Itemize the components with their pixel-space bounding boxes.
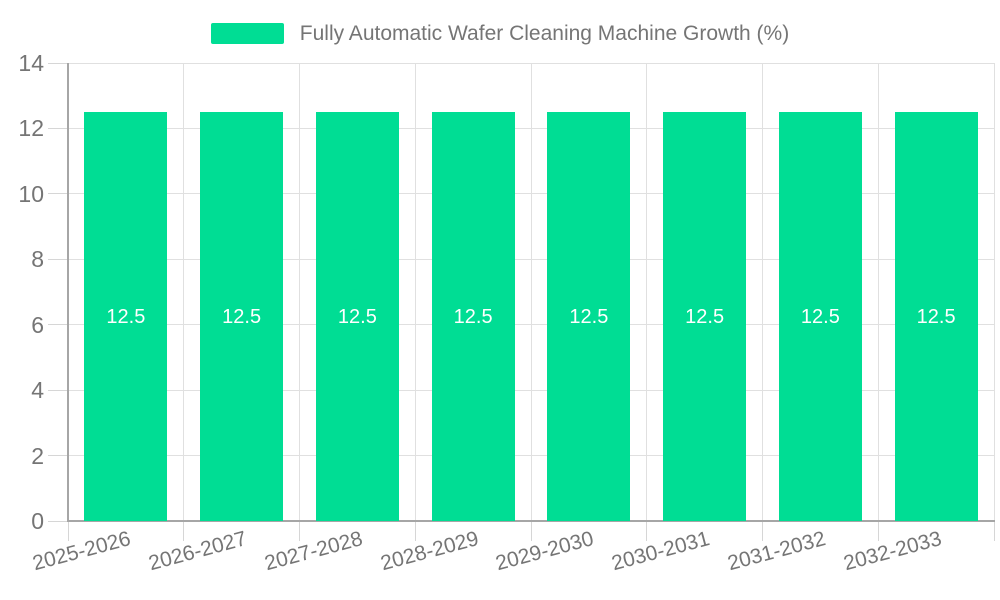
x-tick-label: 2028-2029	[377, 527, 481, 576]
bar	[431, 112, 515, 521]
x-gridline	[183, 63, 185, 521]
legend-swatch	[210, 23, 284, 44]
y-tick-mark	[48, 520, 68, 522]
x-gridline	[530, 63, 532, 521]
x-tick-label: 2029-2030	[493, 527, 597, 576]
bar	[315, 112, 399, 521]
legend-item[interactable]: Fully Automatic Wafer Cleaning Machine G…	[210, 22, 790, 45]
y-tick-mark	[48, 193, 68, 195]
chart-legend: Fully Automatic Wafer Cleaning Machine G…	[0, 23, 1000, 44]
x-tick-label: 2026-2027	[146, 527, 250, 576]
y-tick-label: 4	[31, 377, 44, 404]
bar-value-label: 12.5	[569, 305, 609, 328]
bar	[200, 112, 284, 521]
bar-value-label: 12.5	[106, 305, 146, 328]
y-tick-label: 0	[31, 508, 44, 534]
x-gridline	[877, 63, 879, 521]
y-tick-label: 10	[18, 180, 44, 207]
x-gridline	[993, 63, 995, 521]
y-axis-line	[67, 63, 69, 522]
x-tick-mark	[414, 521, 416, 541]
y-tick-label: 2	[31, 442, 44, 469]
x-tick-label: 2032-2033	[840, 527, 944, 576]
x-gridline	[299, 63, 300, 521]
bar	[547, 112, 631, 521]
x-axis-line	[68, 520, 995, 522]
bar	[894, 112, 978, 521]
bar-value-label: 12.5	[222, 305, 262, 328]
y-tick-mark	[48, 127, 68, 129]
x-tick-mark	[762, 521, 763, 541]
x-gridline	[414, 63, 416, 521]
x-tick-mark	[67, 521, 69, 541]
x-tick-label: 2031-2032	[725, 527, 829, 576]
bar-value-label: 12.5	[685, 305, 725, 328]
y-tick-mark	[48, 324, 68, 326]
bar-value-label: 12.5	[916, 305, 956, 328]
y-tick-label: 6	[31, 311, 44, 338]
y-tick-mark	[48, 258, 68, 260]
y-tick-label: 8	[31, 246, 44, 273]
legend-label: Fully Automatic Wafer Cleaning Machine G…	[299, 22, 790, 45]
x-tick-mark	[530, 521, 532, 541]
x-tick-mark	[993, 521, 995, 541]
x-tick-mark	[299, 521, 300, 541]
x-tick-mark	[646, 521, 648, 541]
bar	[778, 112, 862, 521]
x-tick-label: 2030-2031	[609, 527, 713, 576]
y-tick-mark	[48, 455, 68, 457]
bar	[84, 112, 168, 521]
x-tick-mark	[183, 521, 185, 541]
bar-value-label: 12.5	[337, 305, 377, 328]
y-tick-mark	[48, 389, 68, 391]
y-tick-label: 12	[18, 115, 44, 142]
y-tick-mark	[48, 62, 68, 64]
x-tick-label: 2025-2026	[30, 527, 134, 576]
bar-value-label: 12.5	[453, 305, 493, 328]
y-tick-label: 14	[18, 50, 44, 76]
x-tick-label: 2027-2028	[262, 527, 366, 576]
x-gridline	[646, 63, 648, 521]
x-gridline	[762, 63, 763, 521]
bar	[663, 112, 747, 521]
bar-value-label: 12.5	[800, 305, 840, 328]
x-tick-mark	[877, 521, 879, 541]
